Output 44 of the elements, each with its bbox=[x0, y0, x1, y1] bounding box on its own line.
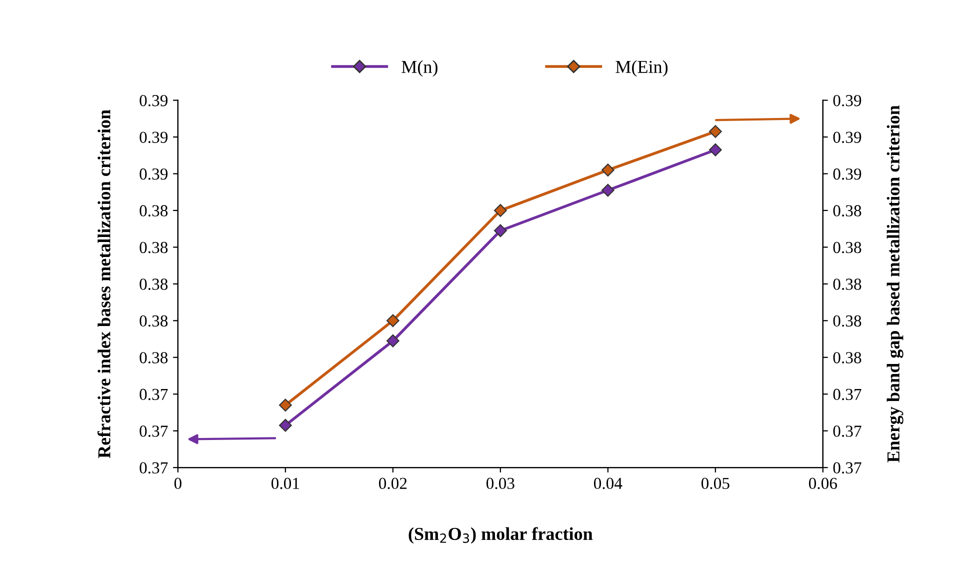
y-tick-label: 0.38 bbox=[140, 352, 168, 364]
y2-tick-label: 0.37 bbox=[833, 388, 862, 400]
point bbox=[494, 224, 507, 238]
y-tick-label: 0.38 bbox=[140, 205, 168, 216]
legend-label: M(Ein) bbox=[616, 60, 668, 77]
point bbox=[278, 418, 292, 432]
x-tick-label: 0.05 bbox=[701, 478, 730, 490]
x-axis-title: (Sm$_{2}$O$_{3}$) molar fraction bbox=[408, 527, 593, 544]
point bbox=[601, 184, 614, 197]
y2-axis-title: Energy band gap based metallization criterion bbox=[886, 105, 904, 462]
point bbox=[278, 398, 292, 412]
x-tick-label: 0.04 bbox=[594, 478, 622, 490]
point bbox=[708, 125, 722, 138]
y2-tick-label: 0.37 bbox=[833, 462, 862, 474]
y2-tick-label: 0.37 bbox=[833, 426, 862, 437]
y-tick-label: 0.37 bbox=[140, 388, 168, 400]
y2-tick-label: 0.38 bbox=[833, 205, 862, 216]
point bbox=[601, 164, 614, 177]
point bbox=[386, 334, 400, 348]
y-axis-title: Refractive index bases metallization criterion bbox=[97, 110, 110, 458]
y-tick-label: 0.38 bbox=[140, 315, 168, 327]
x-tick-label: 0.02 bbox=[378, 478, 407, 490]
y-tick-label: 0.38 bbox=[140, 242, 168, 254]
y-tick-label: 0.37 bbox=[140, 462, 168, 474]
y2-tick-label: 0.39 bbox=[833, 132, 862, 144]
y2-tick-label: 0.39 bbox=[833, 94, 862, 106]
y-tick-label: 0.37 bbox=[140, 426, 168, 437]
y-tick-label: 0.39 bbox=[140, 132, 168, 144]
y-tick-label: 0.39 bbox=[140, 94, 168, 106]
legend-label: M(n) bbox=[402, 60, 438, 77]
y-tick-label: 0.38 bbox=[140, 278, 168, 290]
x-tick-label: 0.03 bbox=[486, 478, 514, 490]
y2-tick-label: 0.38 bbox=[833, 352, 862, 364]
y2-tick-label: 0.38 bbox=[833, 278, 862, 290]
y2-tick-label: 0.38 bbox=[833, 242, 862, 254]
y2-tick-label: 0.38 bbox=[833, 315, 862, 327]
x-tick-label: 0 bbox=[174, 478, 182, 490]
y-tick-label: 0.39 bbox=[140, 168, 168, 180]
x-tick-label: 0.01 bbox=[271, 478, 300, 490]
y2-tick-label: 0.39 bbox=[833, 168, 862, 180]
point bbox=[386, 314, 400, 328]
x-tick-label: 0.06 bbox=[808, 478, 838, 490]
point bbox=[708, 143, 722, 156]
point bbox=[494, 204, 507, 217]
